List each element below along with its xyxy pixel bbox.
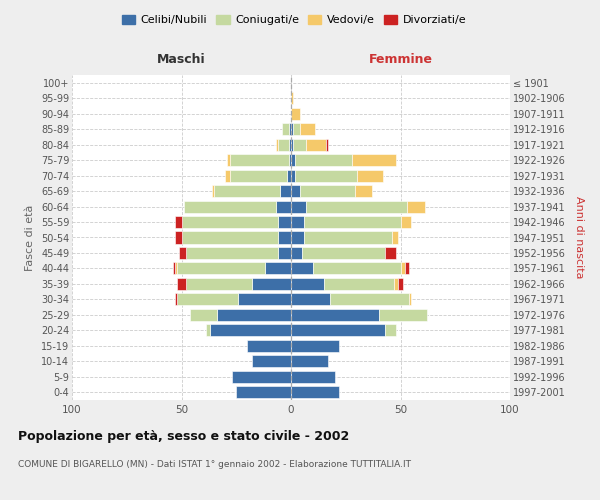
Bar xyxy=(291,371,335,383)
Bar xyxy=(182,216,278,228)
Bar xyxy=(232,371,291,383)
Bar xyxy=(291,232,304,243)
Bar xyxy=(392,232,398,243)
Bar xyxy=(291,92,293,104)
Bar xyxy=(293,138,307,150)
Bar xyxy=(295,154,352,166)
Bar xyxy=(291,278,324,290)
Bar xyxy=(287,170,291,181)
Bar xyxy=(214,185,280,197)
Bar xyxy=(289,154,291,166)
Bar xyxy=(307,200,407,212)
Text: Popolazione per età, sesso e stato civile - 2002: Popolazione per età, sesso e stato civil… xyxy=(18,430,349,443)
Bar xyxy=(302,247,385,259)
Bar xyxy=(291,200,307,212)
Bar xyxy=(291,309,379,321)
Bar xyxy=(238,294,291,306)
Y-axis label: Anni di nascita: Anni di nascita xyxy=(574,196,584,279)
Bar xyxy=(206,324,210,336)
Bar xyxy=(331,294,409,306)
Bar xyxy=(212,185,214,197)
Bar xyxy=(251,278,291,290)
Bar xyxy=(184,200,275,212)
Text: Femmine: Femmine xyxy=(368,52,433,66)
Bar xyxy=(291,262,313,274)
Bar xyxy=(182,232,278,243)
Bar xyxy=(291,108,300,120)
Bar xyxy=(394,278,398,290)
Bar xyxy=(291,324,385,336)
Bar xyxy=(236,386,291,398)
Bar xyxy=(313,262,401,274)
Text: COMUNE DI BIGARELLO (MN) - Dati ISTAT 1° gennaio 2002 - Elaborazione TUTTITALIA.: COMUNE DI BIGARELLO (MN) - Dati ISTAT 1°… xyxy=(18,460,411,469)
Bar xyxy=(326,138,328,150)
Bar xyxy=(217,309,291,321)
Bar xyxy=(307,138,326,150)
Bar xyxy=(175,232,182,243)
Bar xyxy=(275,200,291,212)
Bar xyxy=(291,123,293,135)
Bar xyxy=(278,247,291,259)
Bar xyxy=(355,185,372,197)
Bar xyxy=(405,262,409,274)
Bar xyxy=(291,185,300,197)
Bar xyxy=(291,138,293,150)
Bar xyxy=(265,262,291,274)
Bar xyxy=(230,154,289,166)
Bar xyxy=(175,216,182,228)
Bar xyxy=(226,170,230,181)
Bar xyxy=(293,123,300,135)
Bar xyxy=(291,154,295,166)
Bar xyxy=(300,185,355,197)
Bar xyxy=(251,356,291,368)
Bar xyxy=(278,138,289,150)
Bar xyxy=(304,232,392,243)
Bar xyxy=(352,154,396,166)
Bar xyxy=(291,216,304,228)
Bar xyxy=(291,170,295,181)
Bar xyxy=(278,232,291,243)
Bar xyxy=(173,262,175,274)
Bar xyxy=(289,138,291,150)
Bar xyxy=(177,278,186,290)
Bar xyxy=(401,216,412,228)
Bar xyxy=(175,262,177,274)
Bar xyxy=(210,324,291,336)
Bar xyxy=(407,200,425,212)
Bar xyxy=(289,123,291,135)
Bar xyxy=(357,170,383,181)
Bar xyxy=(304,216,401,228)
Bar xyxy=(247,340,291,352)
Bar xyxy=(291,247,302,259)
Bar xyxy=(227,154,230,166)
Bar xyxy=(190,309,217,321)
Bar xyxy=(177,294,238,306)
Bar xyxy=(282,123,289,135)
Bar xyxy=(379,309,427,321)
Bar xyxy=(291,356,328,368)
Text: Maschi: Maschi xyxy=(157,52,206,66)
Y-axis label: Fasce di età: Fasce di età xyxy=(25,204,35,270)
Bar xyxy=(324,278,394,290)
Bar xyxy=(385,324,396,336)
Bar xyxy=(398,278,403,290)
Bar xyxy=(175,294,177,306)
Bar xyxy=(291,294,331,306)
Bar xyxy=(179,247,186,259)
Bar xyxy=(278,216,291,228)
Bar xyxy=(280,185,291,197)
Bar xyxy=(186,247,278,259)
Legend: Celibi/Nubili, Coniugati/e, Vedovi/e, Divorziati/e: Celibi/Nubili, Coniugati/e, Vedovi/e, Di… xyxy=(118,10,470,30)
Bar xyxy=(275,138,278,150)
Bar xyxy=(300,123,315,135)
Bar xyxy=(291,340,339,352)
Bar xyxy=(230,170,287,181)
Bar xyxy=(385,247,396,259)
Bar xyxy=(186,278,251,290)
Bar xyxy=(401,262,405,274)
Bar xyxy=(177,262,265,274)
Bar xyxy=(409,294,412,306)
Bar xyxy=(291,386,339,398)
Bar xyxy=(295,170,356,181)
